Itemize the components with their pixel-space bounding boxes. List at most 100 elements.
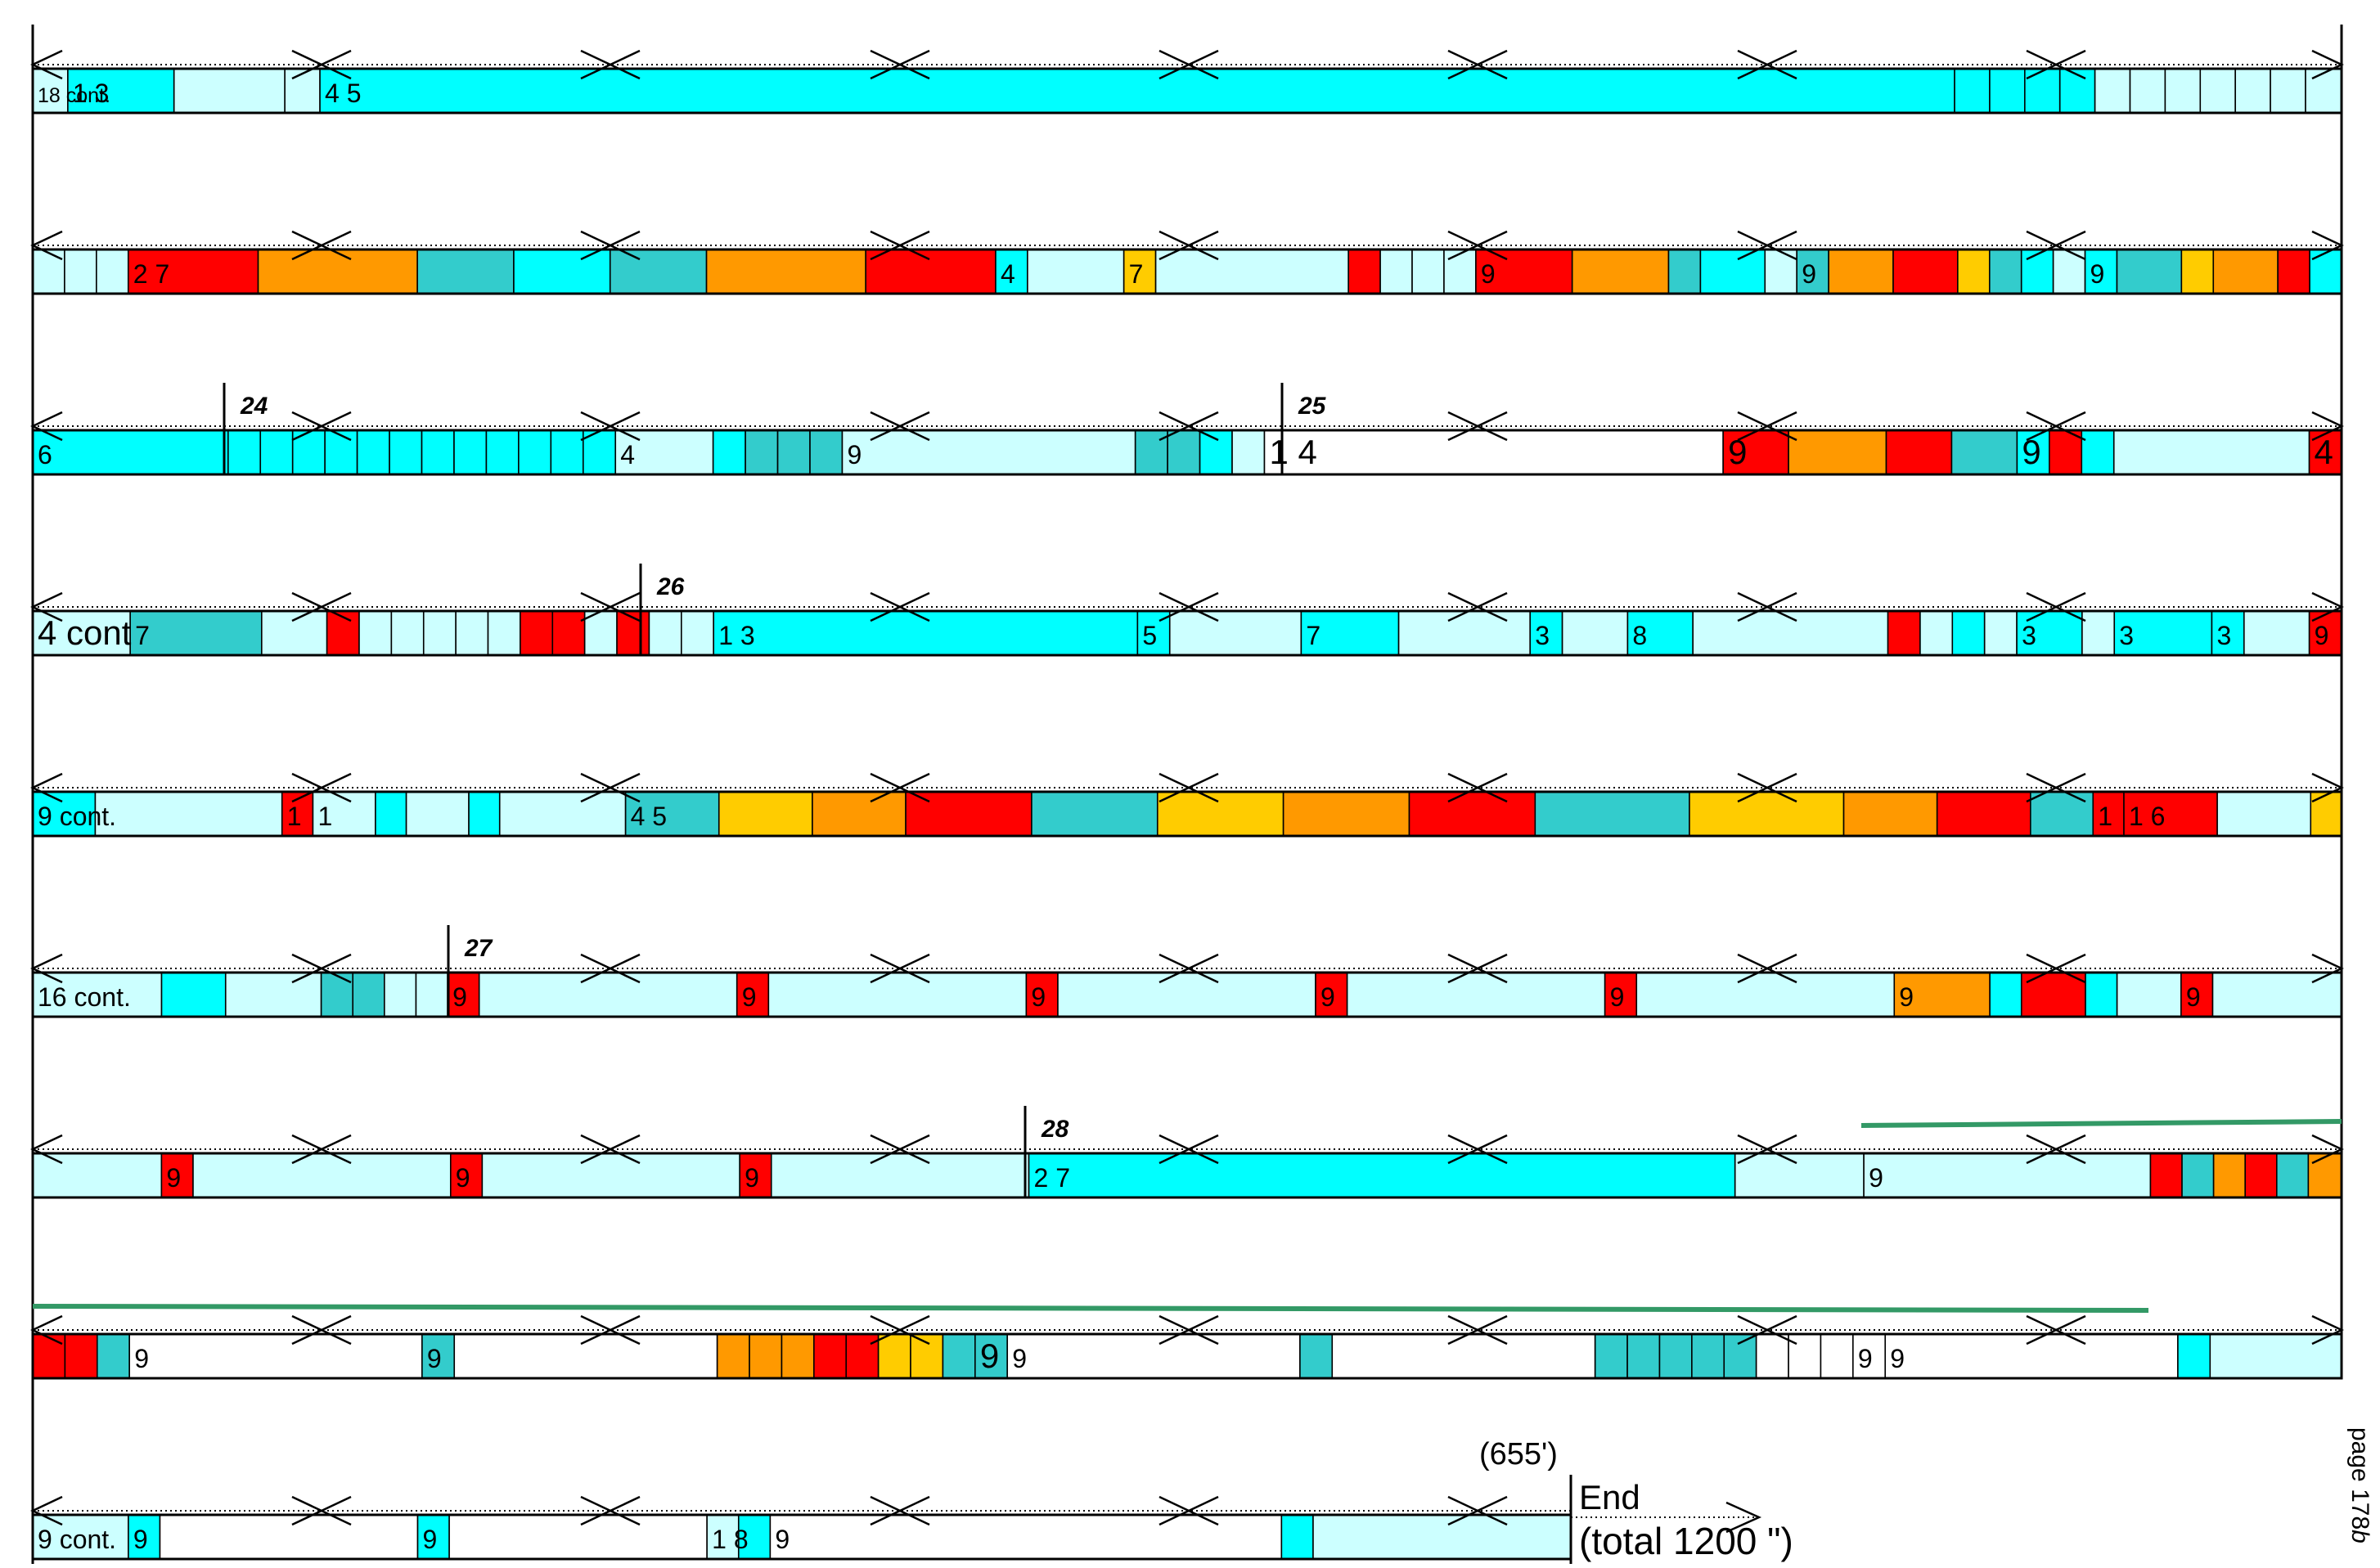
cell-label: 9 [427,1344,442,1373]
timeline-cell [2164,68,2202,114]
timeline-cell [485,429,520,475]
segment-arrow-tail [608,1314,641,1346]
timeline-cell [2030,791,2094,837]
cell-label: 1 3 [73,79,109,108]
timeline-cell [32,1152,163,1198]
segment-arrow-tail [608,772,641,803]
timeline-cell [2270,68,2306,114]
timeline-cell [1887,610,1921,656]
cell-label: 7 [1129,259,1144,289]
cell-label: 9 [1610,982,1625,1012]
segment-arrow-tail [1475,772,1508,803]
segment-arrow-tail [1475,591,1508,622]
timeline-cell [2243,610,2310,656]
timeline-cell [224,972,322,1018]
cell-label: 1 3 [718,621,754,650]
timeline-cell [227,429,262,475]
timeline-cell [1936,791,2031,837]
timeline-cell [352,972,385,1018]
segment-arrow-tail [1765,953,1797,984]
segment-arrow-tail [319,1495,352,1526]
section-marker-label: 24 [240,393,268,420]
timeline-cell [841,429,1136,475]
timeline-cell [1989,68,2026,114]
timeline-cell [550,429,584,475]
cell-label: 9 [1728,433,1747,471]
segment-arrow-tail [1765,1134,1797,1165]
timeline-cell [1755,1333,1789,1379]
timeline-cell [769,1514,1283,1560]
cell-label: 4 5 [631,802,667,831]
timeline-cell [2024,68,2061,114]
timeline-cell [2209,1333,2342,1379]
timeline-cell [2305,68,2342,114]
timeline-cell [1167,429,1201,475]
timeline-cell [160,972,227,1018]
timeline-cell [1411,249,1445,294]
timeline-cell [257,249,418,294]
timeline-cell [1057,972,1316,1018]
timeline-cell [2212,249,2279,294]
timeline-cell [320,972,354,1018]
timeline-cell [2275,1152,2310,1198]
segment-arrow-tail [1765,591,1797,622]
cell-label: 9 [456,1163,470,1193]
cell-label: 8 [1632,621,1647,650]
timeline-cell [2020,249,2054,294]
segment-arrow-tail [1475,953,1508,984]
timeline-cell [2180,249,2215,294]
timeline-cell [2199,68,2236,114]
timeline-cell [390,610,425,656]
segment-arrow-tail [898,49,930,80]
timeline-cell [2177,1333,2211,1379]
timeline-cell [705,249,866,294]
timeline-cell [767,972,1028,1018]
cell-label: 9 [2022,433,2040,471]
timeline-cell [32,429,229,475]
segment-arrow-tail [319,49,352,80]
cell-label: 1 [287,802,302,831]
timeline-cell [1842,791,1938,837]
cell-label: 9 [1899,982,1914,1012]
segment-arrow-tail [1475,49,1508,80]
timeline-cell [770,1152,1030,1198]
timeline-cell [2092,791,2125,837]
timeline-cell [1892,249,1959,294]
cell-label: 9 [745,1163,759,1193]
timeline-cell [468,791,501,837]
timeline-cell [1635,972,1896,1018]
timeline-row: 16 cont. 9 9 9 9 9 9 9 [30,953,2344,1018]
cell-label: 9 [980,1337,999,1375]
timeline-cell [1299,1333,1334,1379]
timeline-cell [2211,610,2245,656]
segment-arrow-tail [1765,230,1797,261]
cell-label: 3 [2022,621,2036,650]
timeline-cell [1820,1333,1854,1379]
timeline-cell [487,610,521,656]
timeline-cell [2234,68,2271,114]
timeline-cell [1028,1152,1736,1198]
segment-arrow-tail [608,49,641,80]
timeline-cell [1919,610,1954,656]
cell-label: 1 [2098,802,2112,831]
cell-label: 1 8 [712,1525,748,1554]
segment-arrow-tail [608,411,641,442]
cell-label: 9 [775,1525,790,1554]
overlays [32,1119,2342,1313]
timeline-cell [2277,249,2310,294]
timeline-cell [1408,791,1536,837]
segment-arrow-tail [898,411,930,442]
timeline-cell [319,68,1955,114]
timeline-cell [845,1333,880,1379]
segment-arrow-tail [898,230,930,261]
timeline-cell [2149,1152,2183,1198]
segment-arrow-tail [898,1495,930,1526]
timeline-cell [421,429,455,475]
timeline-cell [910,1333,944,1379]
timeline-cell [1950,429,2018,475]
cell-label: 9 [1890,1344,1905,1373]
timeline-cell [1988,249,2022,294]
segment-arrow-tail [1186,1495,1219,1526]
timeline-cell [513,249,611,294]
